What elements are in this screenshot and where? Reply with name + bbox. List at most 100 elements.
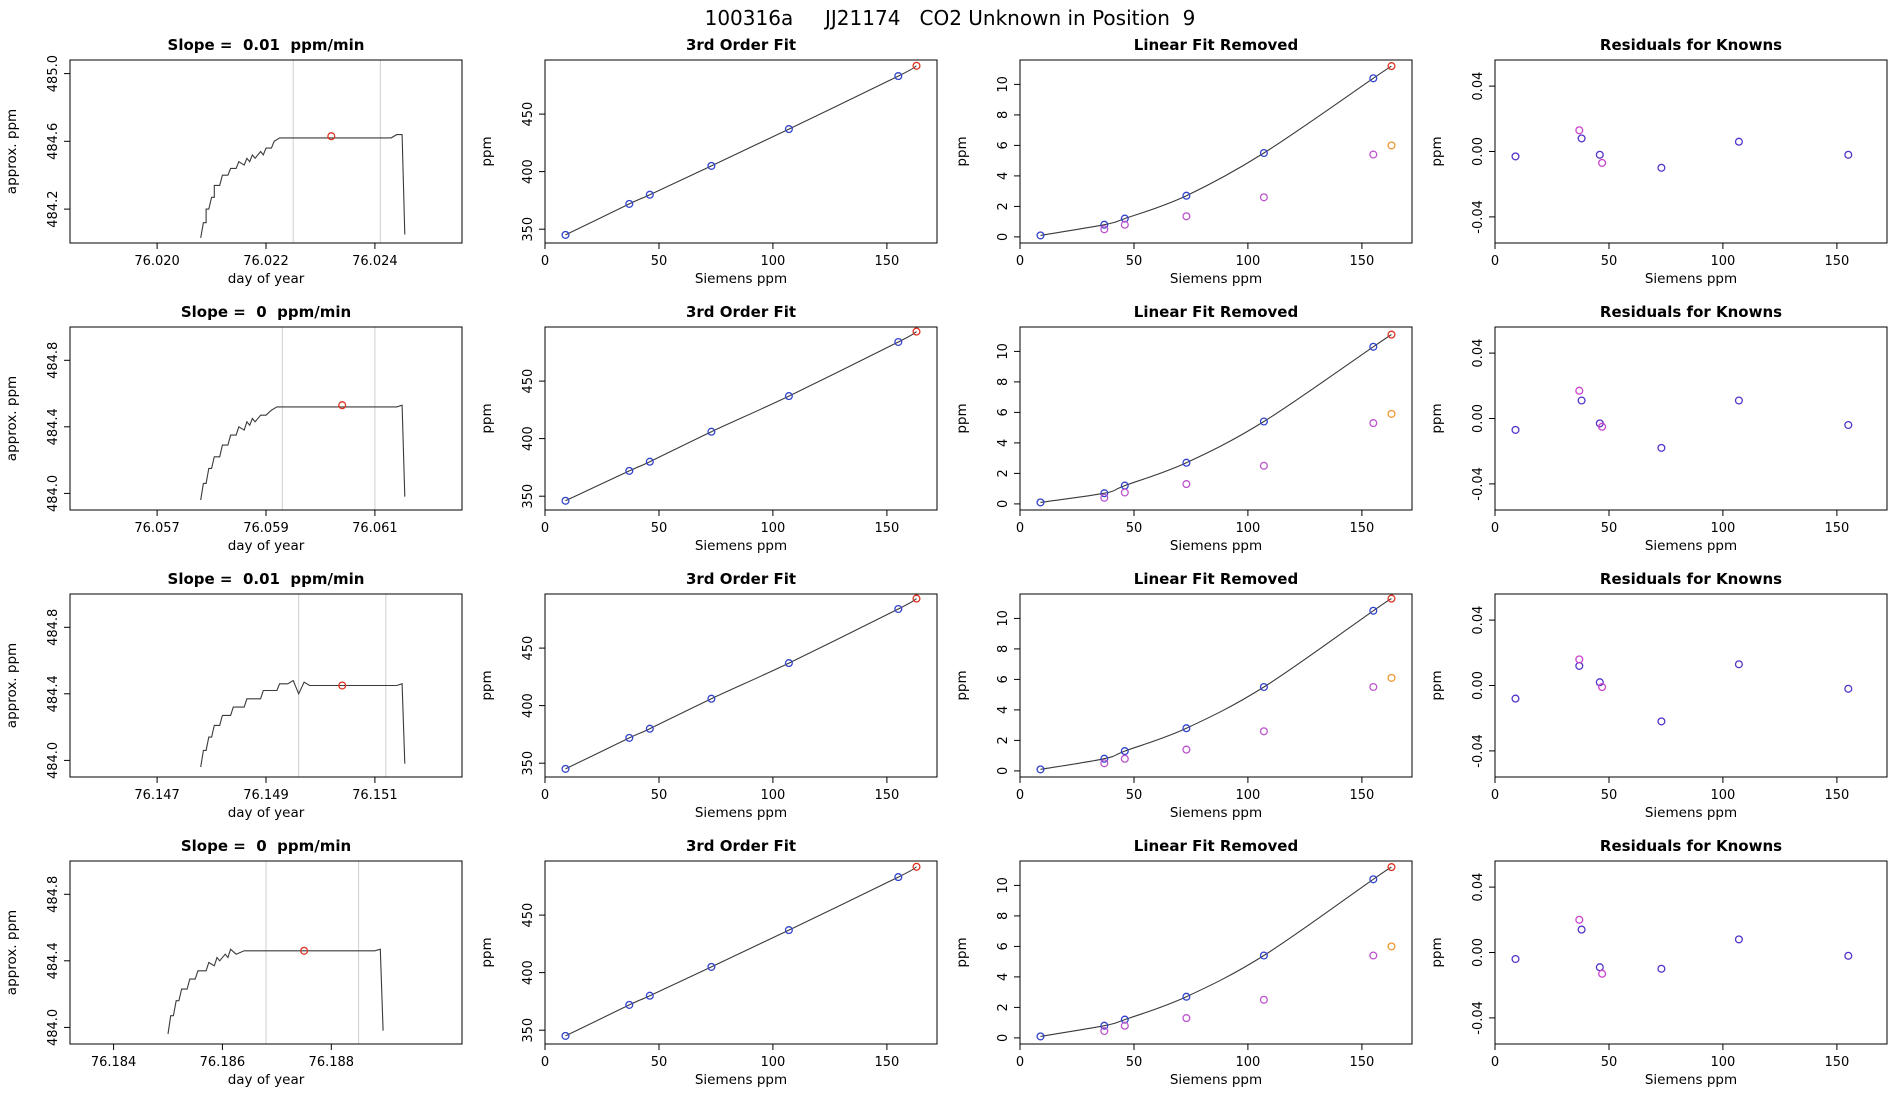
y-tick-label: 484.2 — [46, 190, 61, 227]
x-tick-label: 100 — [1235, 521, 1260, 536]
x-tick-label: 76.020 — [134, 254, 180, 269]
residual-point — [1575, 661, 1584, 670]
plot-box — [1019, 860, 1413, 1045]
y-tick-label: 450 — [521, 903, 536, 928]
y-tick-label: 0.00 — [1471, 671, 1486, 700]
x-tick-label: 50 — [1601, 1055, 1618, 1070]
panel-title: Linear Fit Removed — [1134, 303, 1298, 321]
x-axis-label: Siemens ppm — [695, 805, 787, 821]
panel-title: Residuals for Knowns — [1600, 570, 1782, 588]
y-axis-label: ppm — [1429, 937, 1445, 967]
y-tick-label: 450 — [521, 102, 536, 127]
x-tick-label: 0 — [541, 521, 549, 536]
unknown-nonlinear-point — [1387, 673, 1396, 682]
y-tick-label: 0 — [996, 1034, 1011, 1042]
residual-point — [1657, 443, 1666, 452]
residual-point — [1657, 163, 1666, 172]
y-tick-label: 484.8 — [46, 876, 61, 913]
residual-point-alt — [1575, 915, 1584, 924]
signal-line — [167, 948, 384, 1035]
nonlinear-point — [1369, 951, 1378, 960]
panel-r3-c3: 0 50 100 150 0 2 4 6 8 10 Linear Fit Removed Siemen… — [954, 570, 1413, 821]
x-tick-label: 100 — [760, 788, 785, 803]
x-axis-label: Siemens ppm — [1170, 271, 1262, 287]
known-point — [707, 962, 716, 971]
residual-point — [1511, 954, 1520, 964]
known-point — [1182, 458, 1191, 467]
residual-point — [1511, 425, 1520, 434]
residual-point-alt — [1598, 969, 1607, 978]
nonlinear-point — [1259, 727, 1268, 736]
known-point — [625, 199, 634, 208]
nonlinear-point — [1100, 225, 1109, 234]
x-tick-label: 76.149 — [243, 788, 289, 803]
x-axis-label: Siemens ppm — [1170, 538, 1262, 554]
panel-r2-c2: 0 50 100 150 350 400 450 3rd Order Fit Siemens p… — [479, 303, 938, 554]
x-tick-label: 150 — [874, 254, 899, 269]
y-tick-label: 0.00 — [1471, 404, 1486, 433]
y-tick-label: 0 — [996, 233, 1011, 241]
known-point — [1100, 754, 1109, 763]
x-tick-label: 150 — [1349, 521, 1374, 536]
plot-box — [1019, 593, 1413, 778]
residual-point — [1734, 935, 1743, 944]
nonlinear-point — [1120, 220, 1129, 229]
y-tick-label: 0.04 — [1471, 873, 1486, 902]
y-tick-label: 4 — [996, 439, 1011, 447]
residual-point — [1577, 396, 1586, 405]
known-point — [1120, 214, 1129, 223]
plot-box — [544, 860, 938, 1045]
y-axis-label: approx. ppm — [4, 910, 20, 995]
known-point — [645, 457, 654, 466]
residual-point — [1577, 925, 1586, 934]
y-axis-label: approx. ppm — [4, 376, 20, 461]
y-tick-label: 400 — [521, 960, 536, 985]
panel-r2-c3: 0 50 100 150 0 2 4 6 8 10 Linear Fit Removed Siemen… — [954, 303, 1413, 554]
known-point — [894, 604, 903, 614]
residual-point-alt — [1598, 422, 1607, 431]
nonlinear-point — [1120, 488, 1129, 497]
y-tick-label: 484.0 — [46, 475, 61, 512]
known-point — [1120, 1015, 1129, 1024]
residual-point — [1844, 684, 1853, 693]
x-tick-label: 0 — [1491, 254, 1499, 269]
known-point — [625, 733, 634, 742]
residual-point-alt — [1575, 126, 1584, 135]
known-point — [784, 392, 793, 401]
x-tick-label: 0 — [1016, 788, 1024, 803]
fit-line — [565, 331, 917, 502]
x-tick-label: 100 — [1710, 788, 1735, 803]
x-tick-label: 76.061 — [352, 521, 398, 536]
known-point — [1259, 682, 1268, 692]
panel-title: Residuals for Knowns — [1600, 837, 1782, 855]
known-point — [561, 496, 570, 505]
y-tick-label: 0.04 — [1471, 72, 1486, 101]
known-point — [1100, 220, 1109, 229]
y-axis-label: ppm — [479, 403, 495, 433]
x-axis-label: Siemens ppm — [1645, 538, 1737, 554]
plot-box — [544, 59, 938, 244]
x-tick-label: 50 — [1126, 788, 1143, 803]
unknown-point — [912, 594, 921, 603]
y-tick-label: 400 — [521, 159, 536, 184]
y-axis-label: ppm — [954, 670, 970, 700]
known-point — [1036, 498, 1045, 507]
residual-point — [1734, 137, 1743, 146]
fit-line — [565, 866, 917, 1037]
signal-line — [200, 404, 406, 501]
nonlinear-point — [1369, 419, 1378, 428]
x-tick-label: 0 — [541, 1055, 549, 1070]
fit-line — [565, 598, 917, 770]
x-tick-label: 50 — [1601, 788, 1618, 803]
y-tick-label: 485.0 — [46, 55, 61, 92]
panel-r1-c4: 0 50 100 150 -0.04 0.00 0.04 Residuals for Know… — [1429, 36, 1888, 287]
y-tick-label: 10 — [996, 343, 1011, 360]
x-axis-label: day of year — [228, 271, 305, 287]
nonlinear-point — [1182, 1014, 1191, 1023]
panel-title: Slope = 0 ppm/min — [181, 303, 351, 321]
residual-point — [1844, 420, 1853, 430]
nonlinear-point — [1259, 461, 1268, 470]
known-point — [1182, 724, 1191, 733]
x-axis-label: Siemens ppm — [695, 1072, 787, 1088]
